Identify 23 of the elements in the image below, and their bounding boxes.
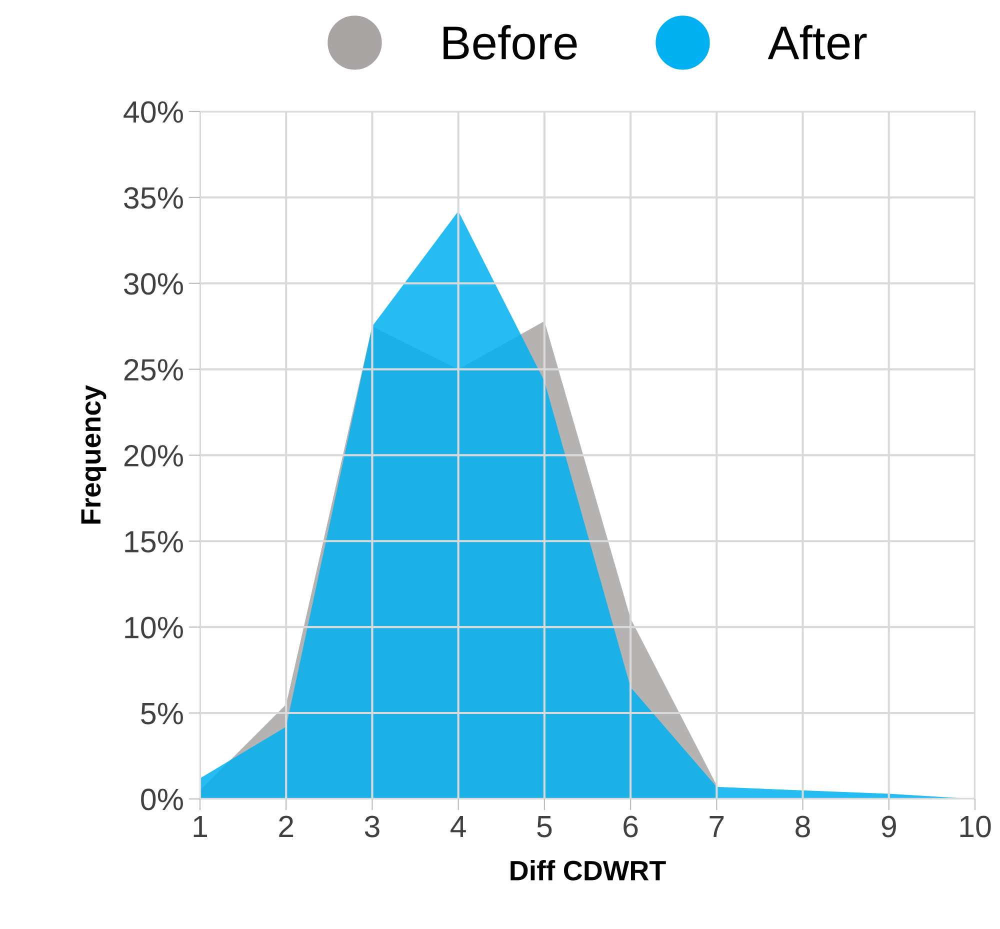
- y-tick-label: 5%: [141, 702, 183, 724]
- x-tick-label: 6: [624, 816, 638, 838]
- x-tick-label: 8: [796, 816, 810, 838]
- y-tick-label: 40%: [124, 101, 183, 123]
- y-tick-label: 0%: [141, 788, 183, 810]
- legend-label: Before: [444, 25, 577, 60]
- x-tick-label: 10: [960, 816, 991, 838]
- x-tick-label: 9: [882, 816, 896, 838]
- y-tick-label: 30%: [124, 273, 183, 295]
- y-tick-label: 20%: [124, 444, 183, 467]
- x-tick-label: 5: [537, 816, 552, 838]
- x-tick-label: 2: [279, 816, 294, 838]
- legend-label: After: [768, 25, 867, 60]
- y-tick-label: 25%: [124, 359, 183, 381]
- x-tick-label: 4: [450, 816, 466, 838]
- y-tick-label: 35%: [124, 187, 183, 209]
- y-tick-label: 15%: [125, 531, 183, 553]
- y-axis-title: Frequency: [81, 385, 106, 524]
- x-tick-label: 7: [710, 816, 724, 838]
- x-axis-title: Diff CDWRT: [510, 860, 666, 880]
- x-tick-label: 1: [194, 816, 208, 838]
- x-tick-label: 3: [364, 816, 380, 838]
- y-tick-label: 10%: [125, 616, 183, 638]
